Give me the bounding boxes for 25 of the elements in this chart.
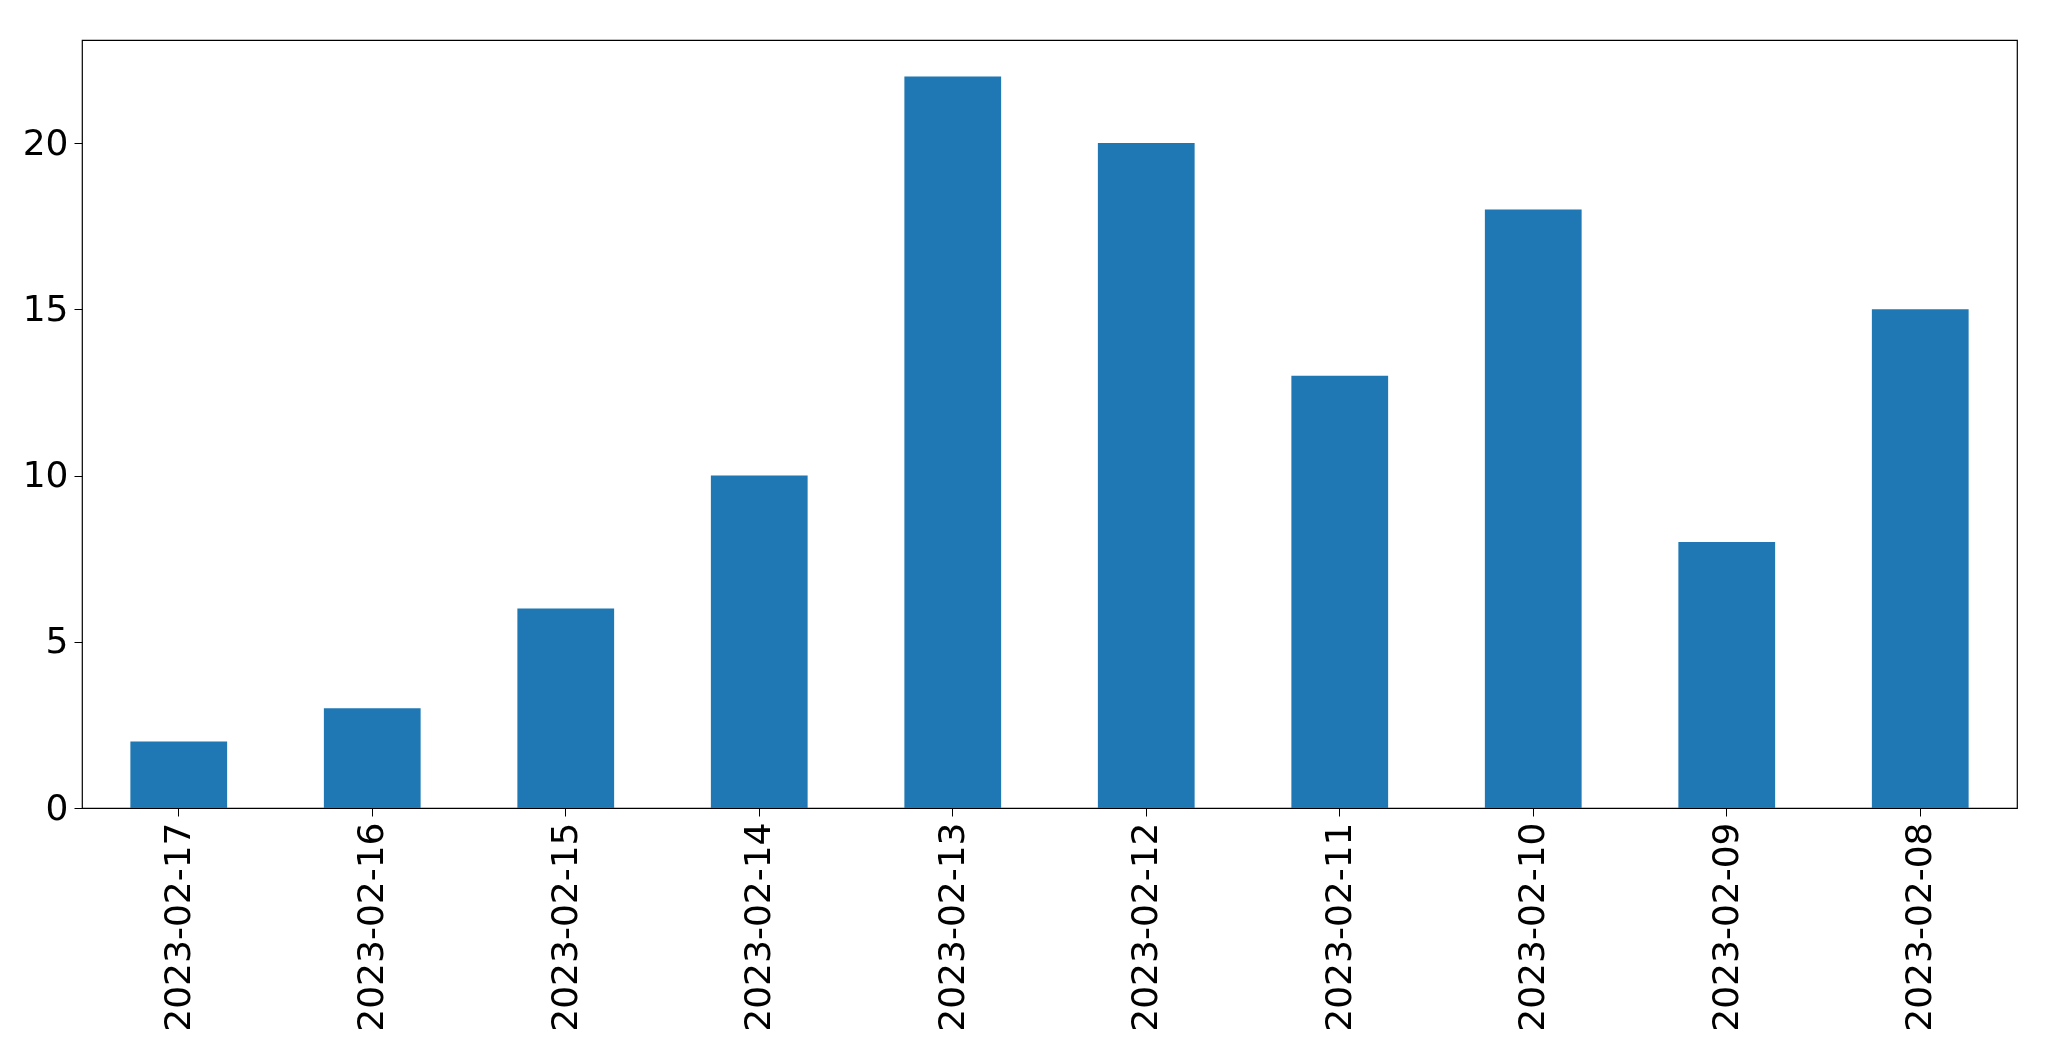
y-tick-label: 15	[22, 287, 69, 329]
y-tick-label: 0	[45, 786, 69, 828]
x-tick-label: 2023-02-15	[543, 822, 585, 1032]
bar	[1678, 542, 1776, 808]
y-tick-label: 10	[22, 454, 69, 496]
bar	[1291, 375, 1389, 808]
bar	[1097, 143, 1195, 808]
bar	[517, 608, 615, 808]
bar	[710, 475, 808, 808]
bar	[1871, 309, 1969, 808]
x-tick-label: 2023-02-16	[350, 822, 392, 1032]
bar	[1484, 209, 1582, 808]
y-tick-label: 20	[22, 121, 69, 163]
y-tick-label: 5	[45, 620, 69, 662]
x-tick-label: 2023-02-13	[930, 822, 972, 1032]
x-tick-label: 2023-02-14	[737, 822, 779, 1032]
bar	[323, 708, 421, 808]
x-tick-label: 2023-02-10	[1511, 822, 1553, 1032]
x-tick-label: 2023-02-17	[156, 822, 198, 1032]
bar	[904, 76, 1002, 808]
x-tick-label: 2023-02-09	[1704, 822, 1746, 1032]
x-tick-label: 2023-02-11	[1317, 822, 1359, 1032]
x-tick-label: 2023-02-12	[1124, 822, 1166, 1032]
bar	[130, 741, 228, 808]
x-tick-label: 2023-02-08	[1898, 822, 1940, 1032]
